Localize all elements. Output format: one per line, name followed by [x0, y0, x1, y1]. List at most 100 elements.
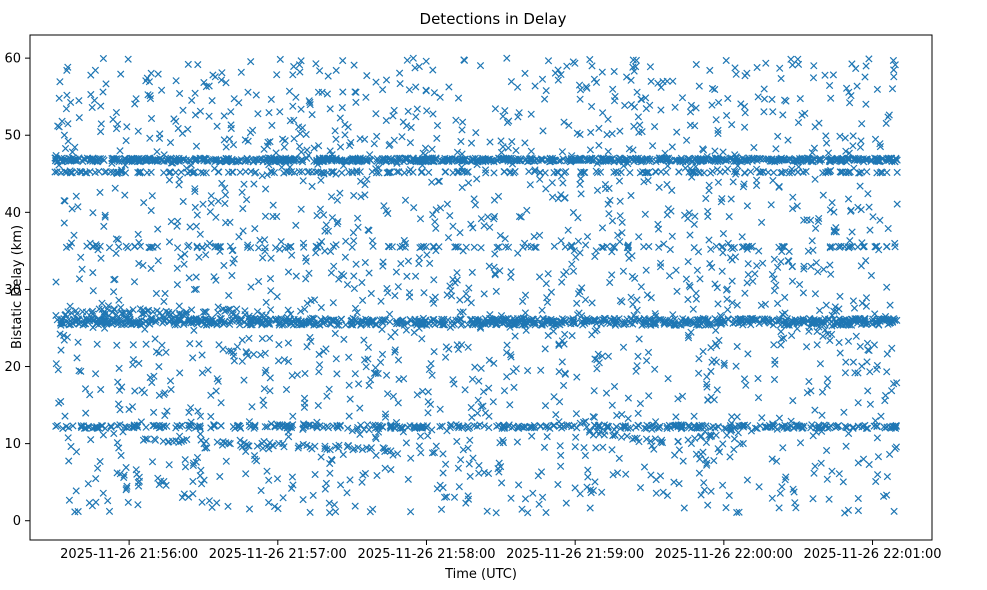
data-point	[242, 447, 250, 456]
data-point	[110, 276, 118, 284]
data-point	[190, 326, 198, 335]
data-point	[740, 156, 749, 165]
data-point	[733, 342, 741, 351]
data-point	[425, 365, 434, 374]
data-point	[857, 262, 865, 270]
data-point	[862, 62, 870, 70]
data-point	[109, 115, 117, 124]
data-point	[623, 432, 631, 440]
data-point	[146, 134, 154, 142]
data-point	[768, 494, 776, 502]
data-point	[622, 73, 631, 81]
data-point	[372, 78, 380, 86]
data-point	[615, 177, 624, 185]
data-point	[98, 316, 106, 324]
data-point	[583, 155, 592, 163]
data-point	[77, 422, 85, 430]
data-point	[442, 168, 450, 176]
data-point	[723, 295, 731, 303]
data-point	[604, 147, 612, 156]
data-point	[582, 83, 590, 91]
data-point	[728, 245, 737, 253]
data-point	[90, 96, 99, 105]
data-point	[762, 59, 770, 67]
data-point	[891, 61, 899, 69]
data-point	[863, 339, 872, 347]
data-point	[83, 314, 91, 323]
data-point	[696, 169, 704, 177]
data-point	[147, 264, 155, 273]
data-point	[871, 318, 879, 327]
data-point	[189, 490, 197, 498]
data-point	[210, 273, 218, 281]
data-point	[132, 95, 140, 103]
data-point	[153, 148, 161, 156]
data-point	[571, 59, 579, 67]
data-point	[658, 438, 667, 447]
data-point	[67, 442, 75, 451]
data-point	[341, 253, 350, 261]
data-point	[403, 56, 411, 64]
y-tick-label: 0	[13, 514, 21, 529]
data-point	[577, 319, 585, 327]
data-point	[604, 200, 612, 208]
data-point	[584, 466, 592, 474]
data-point	[351, 502, 359, 510]
data-point	[196, 230, 204, 238]
data-point	[830, 208, 838, 216]
data-point	[510, 169, 518, 177]
data-point	[245, 334, 253, 343]
data-point	[328, 214, 337, 222]
data-point	[458, 118, 467, 126]
data-point	[152, 289, 161, 298]
data-point	[775, 315, 784, 323]
data-point	[741, 169, 749, 177]
data-point	[326, 247, 335, 256]
data-point	[405, 288, 414, 297]
data-point	[521, 495, 530, 503]
data-point	[172, 117, 180, 126]
data-point	[485, 423, 493, 432]
data-point	[266, 306, 275, 314]
data-point	[172, 77, 180, 85]
data-point	[777, 258, 785, 266]
data-point	[846, 318, 854, 326]
data-point	[507, 273, 515, 282]
data-point	[854, 314, 863, 323]
data-point	[576, 86, 585, 94]
data-point	[586, 146, 595, 154]
data-point	[356, 177, 365, 185]
data-point	[186, 223, 194, 231]
data-point	[387, 333, 395, 341]
data-point	[277, 237, 285, 246]
data-point	[767, 201, 775, 209]
data-point	[888, 344, 896, 352]
data-point	[690, 156, 698, 164]
data-point	[588, 62, 596, 70]
data-point	[496, 267, 504, 275]
data-point	[242, 470, 250, 478]
data-point	[735, 508, 743, 516]
data-point	[315, 368, 323, 376]
data-point	[512, 365, 520, 373]
data-point	[558, 337, 567, 345]
data-point	[290, 168, 299, 177]
data-point	[326, 105, 334, 113]
data-point	[75, 96, 83, 105]
data-point	[811, 175, 819, 183]
data-point	[660, 319, 668, 327]
data-point	[198, 316, 206, 324]
data-point	[152, 348, 161, 356]
data-point	[864, 190, 872, 198]
data-point	[348, 243, 356, 251]
data-point	[661, 149, 669, 157]
data-point	[110, 305, 118, 313]
data-point	[372, 110, 380, 118]
data-point	[841, 509, 849, 517]
data-point	[692, 104, 700, 112]
data-point	[195, 253, 203, 261]
data-point	[827, 270, 835, 278]
data-point	[333, 370, 341, 378]
data-point	[254, 110, 262, 118]
data-point	[382, 207, 390, 215]
